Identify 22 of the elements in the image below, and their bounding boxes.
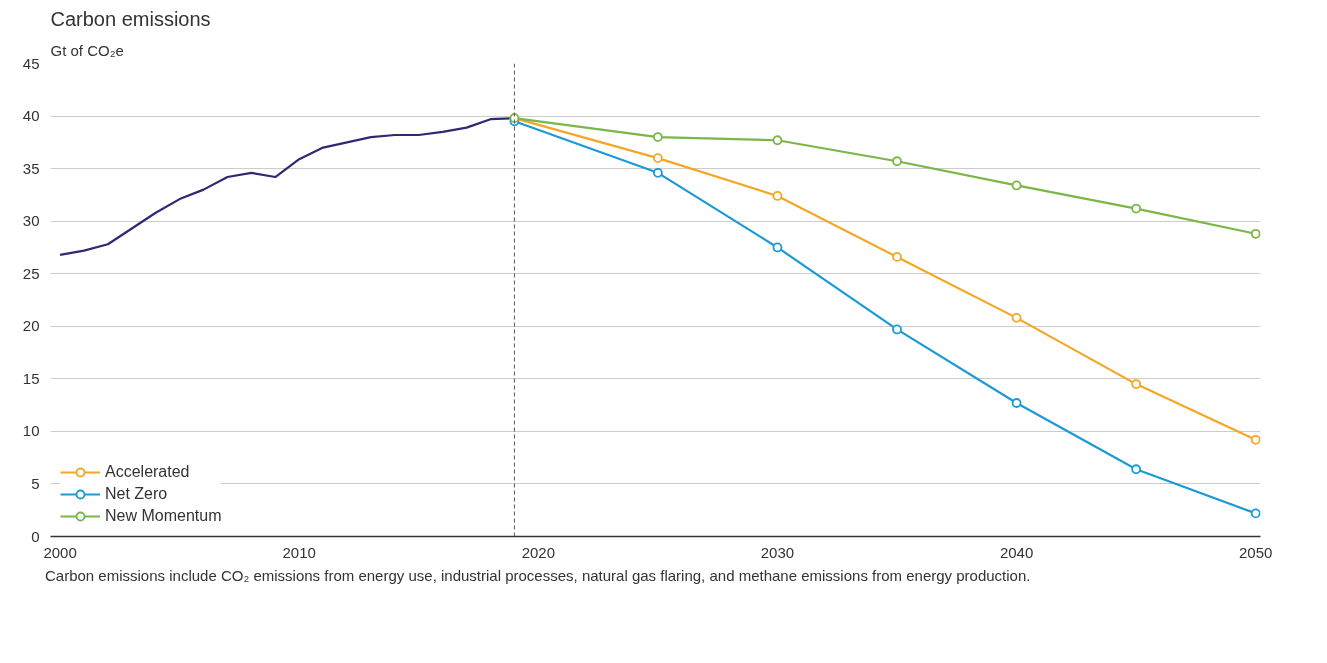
chart-title: Carbon emissions (50, 7, 211, 30)
legend-label: New Momentum (105, 507, 222, 525)
y-tick-label: 20 (22, 317, 40, 335)
x-tick-label: 2050 (1239, 543, 1273, 561)
x-tick-label: 2040 (999, 543, 1034, 561)
x-tick-label: 2000 (43, 543, 77, 561)
y-tick-label: 5 (31, 474, 40, 492)
y-tick-label: 25 (22, 264, 40, 282)
y-tick-label: 0 (31, 527, 40, 545)
y-tick-label: 15 (22, 369, 40, 387)
y-tick-label: 35 (22, 159, 40, 177)
text: Carbon emissions include CO₂ emissions from energy use, industrial processes, natural gas flaring, and methane emissions from energy production. (45, 566, 1031, 586)
legend-label: Accelerated (105, 463, 190, 481)
y-axis-title: Gt of CO₂e (50, 41, 124, 59)
x-tick-label: 2030 (760, 543, 795, 561)
y-tick-label: 45 (22, 54, 40, 72)
y-tick-label: 10 (22, 422, 40, 440)
legend-label: Net Zero (105, 485, 168, 503)
y-tick-label: 40 (22, 107, 40, 125)
y-tick-label: 30 (22, 212, 40, 230)
x-tick-label: 2010 (282, 543, 316, 561)
x-tick-label: 2020 (521, 543, 556, 561)
